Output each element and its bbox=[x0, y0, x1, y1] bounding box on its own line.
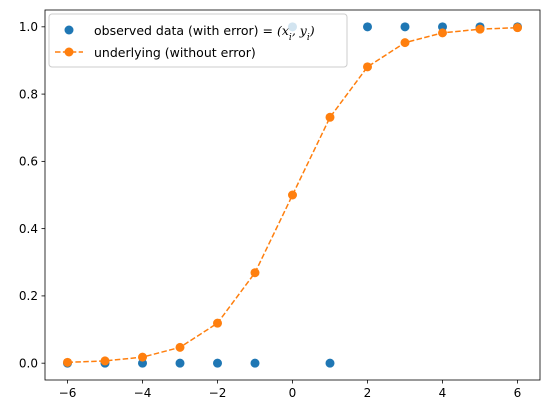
x-tick-label: 6 bbox=[514, 386, 522, 400]
point-underlying bbox=[288, 190, 297, 200]
y-tick-label: 0.4 bbox=[19, 222, 38, 236]
legend-box bbox=[48, 13, 348, 68]
y-tick-label: 1.0 bbox=[19, 20, 38, 34]
point-underlying bbox=[400, 38, 410, 48]
y-tick-label: 0.0 bbox=[19, 356, 38, 370]
point-underlying bbox=[363, 62, 372, 72]
legend-label-observed-text: observed data (with error) = bbox=[94, 23, 277, 38]
y-tick-label: 0.6 bbox=[19, 155, 38, 169]
point-observed bbox=[250, 358, 260, 368]
x-tick-label: −2 bbox=[209, 386, 227, 400]
x-tick-label: 2 bbox=[364, 386, 372, 400]
point-underlying bbox=[100, 356, 110, 366]
point-observed bbox=[175, 358, 185, 368]
legend-marker-underlying bbox=[64, 47, 74, 57]
point-underlying bbox=[63, 357, 72, 367]
legend-label-observed: observed data (with error) = (xi, yi) bbox=[94, 23, 315, 43]
point-underlying bbox=[138, 352, 147, 362]
point-underlying bbox=[438, 28, 447, 38]
legend-label-observed-math: (xi, yi) bbox=[277, 23, 315, 43]
axes-layer: −6 −4 −2 0 2 4 6 0.0 0.2 0.4 0.6 0.8 1.0 bbox=[19, 9, 541, 400]
legend: observed data (with error) = (xi, yi) un… bbox=[48, 13, 348, 68]
legend-label-underlying: underlying (without error) bbox=[94, 45, 256, 60]
x-tick-label: 0 bbox=[289, 386, 297, 400]
x-tick-label: −4 bbox=[134, 386, 152, 400]
y-tick-label: 0.8 bbox=[19, 87, 38, 101]
y-tick-label: 0.2 bbox=[19, 289, 38, 303]
point-observed bbox=[400, 22, 410, 32]
x-tick-label: −6 bbox=[59, 386, 77, 400]
point-underlying bbox=[325, 112, 335, 122]
point-observed bbox=[325, 358, 335, 368]
point-underlying bbox=[513, 23, 522, 33]
point-observed bbox=[213, 358, 222, 368]
point-underlying bbox=[475, 24, 485, 34]
point-underlying bbox=[175, 342, 185, 352]
legend-marker-observed bbox=[64, 25, 74, 35]
point-underlying bbox=[250, 268, 260, 278]
point-underlying bbox=[213, 318, 222, 328]
x-tick-label: 4 bbox=[439, 386, 447, 400]
point-observed bbox=[363, 22, 372, 32]
